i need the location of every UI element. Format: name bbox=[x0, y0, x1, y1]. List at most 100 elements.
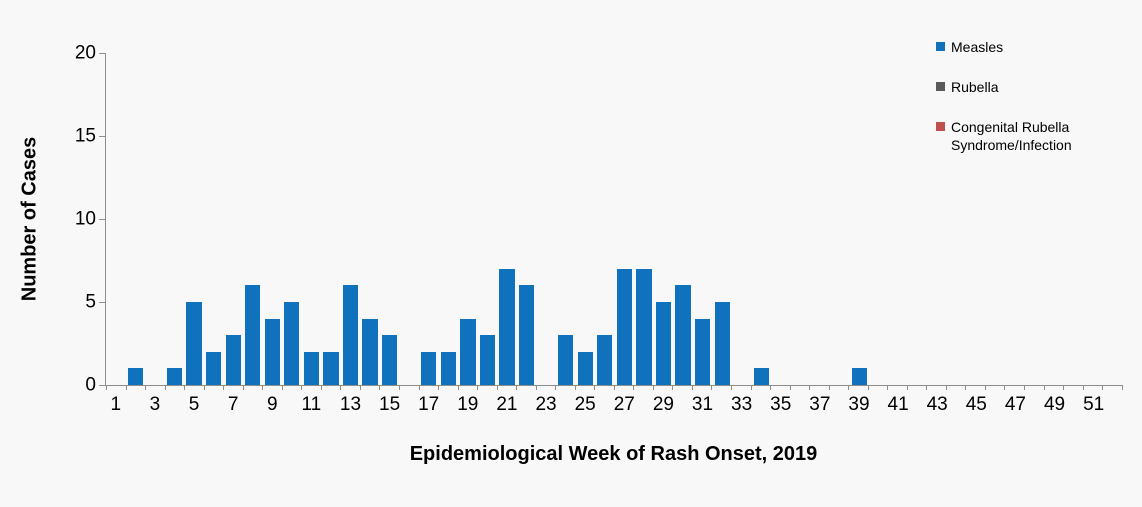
x-tick-label-15: 15 bbox=[379, 394, 401, 415]
measles-bar-week-27 bbox=[616, 268, 633, 385]
x-tick-cell-4 bbox=[164, 385, 185, 390]
bar-slot-week-9 bbox=[263, 53, 283, 385]
x-tick-cell-19 bbox=[457, 385, 478, 390]
bar-slot-week-3 bbox=[145, 53, 165, 385]
x-tick-label-19: 19 bbox=[457, 394, 479, 415]
x-tick-cell-26 bbox=[594, 385, 614, 390]
x-tick-label-23: 23 bbox=[535, 394, 557, 415]
measles-bar-week-4 bbox=[166, 368, 183, 385]
measles-bar-week-20 bbox=[479, 335, 496, 385]
bar-slot-week-24 bbox=[556, 53, 576, 385]
x-tick-cell-5 bbox=[184, 385, 204, 390]
bar-slot-week-35 bbox=[771, 53, 791, 385]
x-tick-label-35: 35 bbox=[770, 394, 792, 415]
plot-area: 0 5 10 15 20 1 3 5 7 9 11 13 15 17 19 21 23 25 27 29 31 33 35… bbox=[75, 44, 1124, 415]
x-tick-cell-2 bbox=[125, 385, 146, 390]
bar-slot-week-13 bbox=[341, 53, 361, 385]
measles-bar-week-31 bbox=[695, 318, 711, 385]
measles-bar-week-18 bbox=[440, 351, 456, 385]
x-tick-label-27: 27 bbox=[613, 394, 635, 415]
measles-bar-week-7 bbox=[225, 335, 241, 385]
bar-slot-week-10 bbox=[282, 53, 302, 385]
x-tick-cell-8 bbox=[242, 385, 263, 390]
bar-slot-week-39 bbox=[849, 53, 869, 385]
measles-bar-week-10 bbox=[284, 302, 300, 385]
bar-slot-week-6 bbox=[204, 53, 224, 385]
bar-slot-week-40 bbox=[869, 53, 889, 385]
x-tick-cell-50 bbox=[1063, 385, 1083, 390]
legend-entry-rubella: Rubella bbox=[936, 78, 1091, 96]
y-axis-title: Number of Cases bbox=[18, 136, 41, 302]
x-tick-label-41: 41 bbox=[887, 394, 909, 415]
x-tick-cell-1 bbox=[106, 385, 126, 390]
measles-bar-week-22 bbox=[518, 285, 535, 385]
legend-swatch-rubella bbox=[936, 82, 945, 91]
bar-slot-week-27 bbox=[615, 53, 635, 385]
x-tick-label-49: 49 bbox=[1043, 394, 1066, 415]
x-tick-label-3: 3 bbox=[149, 394, 161, 415]
bar-slot-week-52 bbox=[1104, 53, 1124, 385]
x-tick-cell-23 bbox=[535, 385, 556, 390]
bar-slot-week-18 bbox=[439, 53, 459, 385]
legend: Measles Rubella Congenital Rubella Syndrom… bbox=[936, 38, 1091, 154]
x-tick-cell-9 bbox=[262, 385, 282, 390]
x-tick-label-33: 33 bbox=[731, 394, 753, 415]
x-tick-cell-14 bbox=[359, 385, 380, 390]
legend-label-rubella: Rubella bbox=[951, 79, 999, 95]
y-tick-mark-5 bbox=[99, 301, 106, 303]
x-tick-cell-46 bbox=[984, 385, 1005, 390]
x-tick-label-17: 17 bbox=[418, 394, 440, 415]
x-tick-cell-11 bbox=[301, 385, 321, 390]
bar-slot-week-7 bbox=[223, 53, 243, 385]
x-tick-cell-3 bbox=[145, 385, 165, 390]
x-tick-label-5: 5 bbox=[188, 394, 200, 415]
bar-slot-week-1 bbox=[106, 53, 126, 385]
x-tick-cell-20 bbox=[477, 385, 497, 390]
x-tick-cell-6 bbox=[203, 385, 224, 390]
bar-slot-week-32 bbox=[712, 53, 732, 385]
x-axis-labels: 1 3 5 7 9 11 13 15 17 19 21 23 25 27 29 31 33 35 37 39 41 43 4… bbox=[106, 394, 1123, 416]
measles-bar-week-25 bbox=[577, 351, 593, 385]
x-tick-cell-31 bbox=[691, 385, 712, 390]
bar-slot-week-16 bbox=[399, 53, 419, 385]
x-tick-cell-42 bbox=[906, 385, 927, 390]
bar-slot-week-4 bbox=[165, 53, 185, 385]
x-tick-cell-35 bbox=[770, 385, 790, 390]
x-tick-cell-39 bbox=[848, 385, 868, 390]
x-tick-cell-40 bbox=[867, 385, 888, 390]
x-tick-label-47: 47 bbox=[1004, 394, 1026, 415]
x-tick-label-31: 31 bbox=[691, 394, 714, 415]
x-tick-cell-41 bbox=[887, 385, 907, 390]
x-tick-label-51: 51 bbox=[1083, 394, 1105, 415]
x-tick-cell-34 bbox=[750, 385, 771, 390]
bar-slot-week-42 bbox=[908, 53, 928, 385]
x-tick-label-9: 9 bbox=[266, 394, 278, 415]
measles-bar-week-24 bbox=[558, 335, 574, 385]
x-tick-cell-24 bbox=[555, 385, 575, 390]
y-tick-label-5: 5 bbox=[85, 291, 96, 313]
x-tick-label-7: 7 bbox=[227, 394, 239, 415]
measles-bar-week-12 bbox=[323, 351, 339, 385]
measles-bar-week-11 bbox=[303, 351, 320, 385]
x-tick-cell-48 bbox=[1023, 385, 1044, 390]
x-tick-cell-17 bbox=[418, 385, 439, 390]
x-tick-cell-27 bbox=[613, 385, 634, 390]
y-tick-label-10: 10 bbox=[74, 208, 96, 230]
legend-swatch-congenital-rubella-syndrome-infection bbox=[936, 122, 945, 131]
y-tick-mark-20 bbox=[99, 52, 106, 54]
x-tick-cell-22 bbox=[516, 385, 536, 390]
x-tick-cell-29 bbox=[652, 385, 673, 390]
x-tick-cell-16 bbox=[398, 385, 419, 390]
bar-slot-week-2 bbox=[126, 53, 146, 385]
bar-slot-week-11 bbox=[302, 53, 322, 385]
bar-slot-week-31 bbox=[693, 53, 713, 385]
x-tick-label-37: 37 bbox=[809, 394, 831, 415]
measles-bar-week-29 bbox=[655, 302, 672, 385]
legend-entry-measles: Measles bbox=[936, 38, 1091, 56]
x-tick-cell-52 bbox=[1102, 385, 1122, 390]
x-tick-cell-30 bbox=[672, 385, 692, 390]
y-tick-mark-10 bbox=[99, 218, 106, 220]
measles-bar-week-9 bbox=[264, 318, 280, 385]
legend-entry-congenital-rubella-syndrome-infection: Congenital Rubella Syndrome/Infection bbox=[936, 118, 1091, 154]
